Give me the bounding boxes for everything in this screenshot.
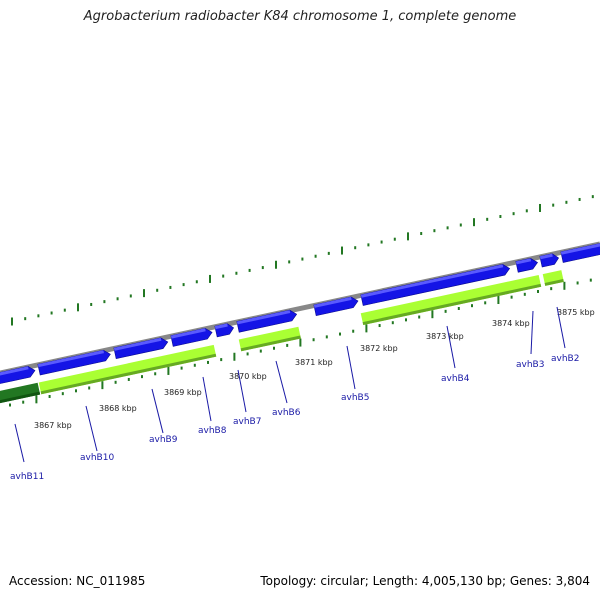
kbp-label: 3872 kbp — [360, 344, 398, 353]
kbp-label: 3875 kbp — [557, 308, 595, 317]
gene-arrow-shape — [170, 327, 213, 347]
gene-arrow — [0, 366, 36, 386]
gene-arrow — [113, 337, 169, 360]
gene-leader-line — [446, 325, 456, 369]
gene-leader-line — [530, 310, 534, 355]
feature-bar-edge — [240, 335, 301, 352]
feature-bar-fill — [38, 344, 217, 395]
gene-label-avhb3: avhB3 — [516, 360, 544, 370]
accession-label: Accession: NC_011985 — [9, 574, 146, 588]
gene-label-avhb9: avhB9 — [149, 435, 178, 445]
gene-arrow — [360, 263, 511, 306]
feature-bar — [0, 382, 41, 406]
gene-label-avhb10: avhB10 — [80, 453, 114, 463]
feature-bar-edge — [40, 353, 217, 395]
gene-arrow — [560, 242, 600, 263]
gene-arrow-highlight — [560, 242, 600, 255]
feature-bar-fill — [360, 275, 542, 326]
gene-arrow-highlight — [0, 366, 29, 378]
kbp-scale-labels: 3867 kbp 3868 kbp 3869 kbp 3870 kbp 3871 kbp… — [34, 308, 595, 430]
gene-arrow-shape — [0, 366, 36, 386]
kbp-label: 3871 kbp — [295, 358, 333, 367]
map-title: Agrobacterium radiobacter K84 chromosome… — [83, 9, 517, 24]
gene-arrow-highlight — [236, 310, 291, 325]
gene-label-avhb7: avhB7 — [233, 417, 261, 427]
gene-leader-line — [14, 423, 25, 463]
feature-bar-edge — [544, 278, 564, 286]
feature-bar — [38, 344, 217, 395]
gene-leader-line — [85, 405, 98, 452]
feature-bar — [542, 270, 564, 286]
gene-arrow-shape — [360, 263, 511, 306]
forward-gene-track — [0, 242, 600, 386]
inner-tick-track — [9, 278, 592, 407]
gene-arrow — [170, 327, 213, 347]
gene-arrow — [236, 309, 298, 333]
gene-arrow — [313, 296, 359, 317]
kbp-label: 3873 kbp — [426, 332, 464, 341]
gene-arrow-highlight — [360, 264, 504, 298]
feature-bar — [360, 275, 542, 326]
gene-labels: avhB11 avhB10 avhB9 avhB8 avhB7 avhB6 avhB5 avh… — [10, 306, 579, 482]
gene-arrow-highlight — [170, 328, 206, 339]
gene-label-avhb11: avhB11 — [10, 472, 44, 482]
gene-arrow-shape — [113, 337, 169, 360]
gene-label-avhb6: avhB6 — [272, 408, 301, 418]
gene-arrow-highlight — [515, 258, 532, 265]
gene-arrow-highlight — [214, 323, 228, 330]
gene-arrow-highlight — [113, 337, 162, 351]
gene-arrow-highlight — [313, 296, 352, 308]
gene-arrow — [37, 349, 111, 376]
gene-label-avhb5: avhB5 — [341, 393, 369, 403]
kbp-label: 3870 kbp — [229, 372, 267, 381]
gene-label-avhb8: avhB8 — [198, 426, 227, 436]
gene-leader-line — [237, 369, 247, 413]
gene-arrow — [214, 323, 235, 338]
gene-label-avhb4: avhB4 — [441, 374, 470, 384]
feature-bar-edge — [0, 391, 41, 406]
feature-bar — [238, 326, 301, 352]
gene-label-avhb2: avhB2 — [551, 354, 579, 364]
kbp-label: 3868 kbp — [99, 404, 137, 413]
gene-leader-line — [346, 345, 356, 390]
gene-leader-line — [202, 376, 212, 422]
feature-bar-fill — [238, 326, 301, 352]
kbp-label: 3869 kbp — [164, 388, 202, 397]
feature-track — [0, 270, 564, 406]
gene-arrow-highlight — [37, 350, 104, 368]
feature-bar-edge — [362, 283, 542, 326]
kbp-label: 3874 kbp — [492, 319, 530, 328]
gene-arrow-highlight — [539, 253, 553, 260]
feature-bar-fill — [0, 382, 41, 406]
gene-leader-line — [556, 306, 566, 349]
kbp-label: 3867 kbp — [34, 421, 72, 430]
gene-leader-line — [275, 360, 288, 404]
genome-summary: Topology: circular; Length: 4,005,130 bp… — [260, 574, 590, 588]
gene-leader-line — [151, 388, 164, 434]
gene-arrow — [539, 253, 560, 268]
gene-arrow — [515, 257, 538, 273]
outer-tick-track — [11, 195, 594, 326]
